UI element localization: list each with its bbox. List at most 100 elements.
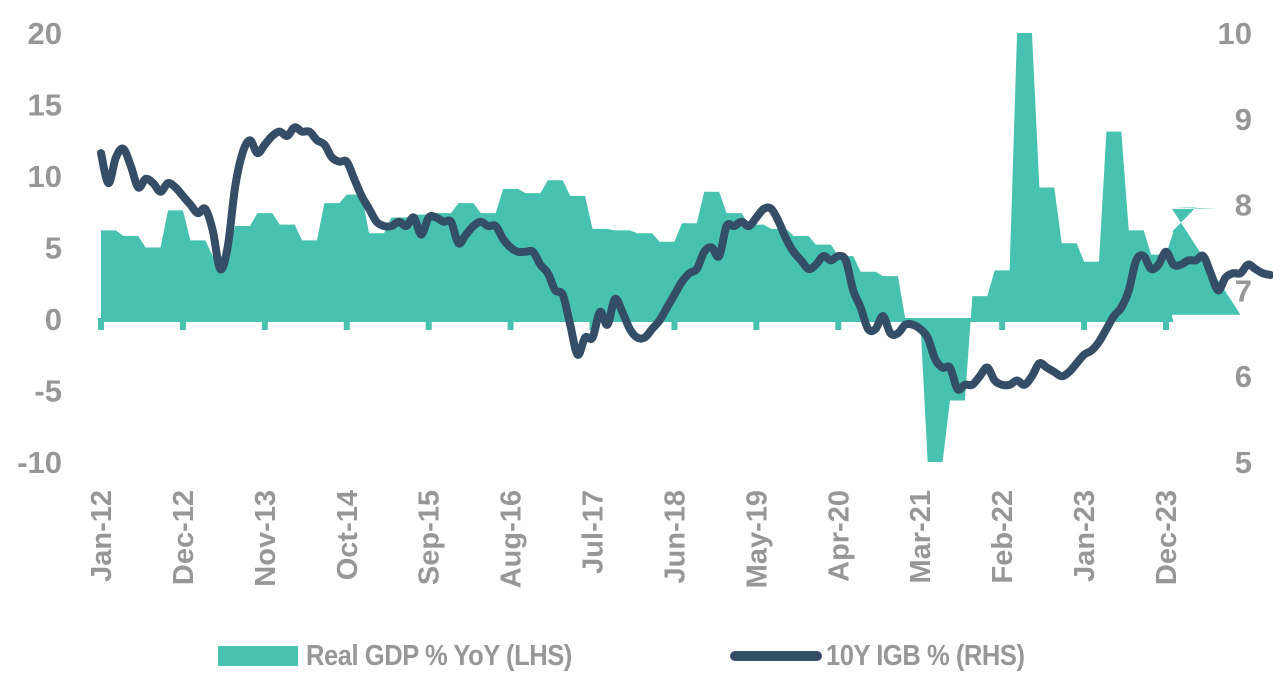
- igb-point: [746, 223, 752, 229]
- igb-point: [1178, 262, 1184, 268]
- igb-point: [768, 206, 774, 212]
- left-axis-ticks: 20 15 10 5 0 -5 -10: [17, 16, 62, 480]
- igb-point: [984, 365, 990, 371]
- igb-point: [269, 133, 275, 139]
- igb-point: [798, 257, 804, 263]
- gdp-quarter-mark: [1017, 33, 1039, 319]
- gdp-quarter-mark: [302, 240, 324, 319]
- igb-point: [426, 214, 432, 220]
- igb-point: [336, 159, 342, 165]
- gdp-quarter-mark: [1039, 187, 1061, 319]
- igb-point: [873, 326, 879, 332]
- legend-swatch-igb: [730, 651, 822, 661]
- igb-point: [180, 193, 186, 199]
- igb-point: [850, 287, 856, 293]
- gdp-quarter-mark: [280, 225, 302, 319]
- left-axis-tick-label: 5: [45, 231, 62, 266]
- igb-point: [604, 322, 610, 328]
- igb-point: [344, 159, 350, 165]
- igb-line: [97, 123, 1273, 394]
- igb-point: [1245, 262, 1251, 268]
- x-axis-tick-label: Mar-21: [905, 490, 937, 584]
- x-axis-tick-label: Nov-13: [250, 490, 282, 587]
- igb-point: [351, 176, 357, 182]
- igb-point: [820, 253, 826, 259]
- igb-point: [1223, 275, 1229, 281]
- igb-point: [1081, 352, 1087, 358]
- igb-point: [1118, 305, 1124, 311]
- igb-point: [657, 317, 663, 323]
- gdp-area: [101, 33, 1241, 462]
- igb-point: [1044, 365, 1050, 371]
- igb-point: [806, 266, 812, 272]
- igb-point: [619, 309, 625, 315]
- igb-point: [478, 219, 484, 225]
- igb-point: [1096, 339, 1102, 345]
- igb-point: [999, 382, 1005, 388]
- igb-point: [165, 180, 171, 186]
- chart-canvas: 20 15 10 5 0 -5 -10 10 9 8 7 6 5 Jan-12 Dec-12 Nov-13…: [17, 16, 1273, 588]
- igb-point: [396, 219, 402, 225]
- right-axis-tick-label: 8: [1235, 188, 1252, 223]
- igb-point: [314, 137, 320, 143]
- left-axis-tick-label: 10: [28, 159, 62, 194]
- igb-point: [307, 129, 313, 135]
- igb-point: [128, 163, 134, 169]
- left-axis-tick-label: 15: [28, 88, 62, 123]
- gdp-quarter-mark: [570, 196, 592, 319]
- right-axis-ticks: 10 9 8 7 6 5: [1218, 16, 1252, 480]
- igb-point: [932, 356, 938, 362]
- igb-point: [381, 223, 387, 229]
- x-axis-line: [98, 318, 1173, 322]
- gdp-quarter-mark: [146, 248, 168, 320]
- igb-point: [485, 223, 491, 229]
- igb-line-layer: [97, 123, 1273, 394]
- igb-point: [418, 232, 424, 238]
- igb-point: [1215, 287, 1221, 293]
- igb-point: [731, 223, 737, 229]
- igb-point: [1252, 266, 1258, 272]
- igb-point: [1014, 377, 1020, 383]
- igb-point: [701, 249, 707, 255]
- x-axis-tick-label: May-19: [741, 490, 773, 588]
- igb-point: [1170, 262, 1176, 268]
- igb-point: [321, 142, 327, 148]
- igb-point: [217, 266, 223, 272]
- igb-point: [172, 184, 178, 190]
- igb-point: [917, 326, 923, 332]
- igb-point: [299, 129, 305, 135]
- x-axis-tick-mark: [835, 319, 842, 330]
- x-axis-tick-mark: [179, 319, 186, 330]
- igb-point: [254, 150, 260, 156]
- left-axis-tick-label: 0: [45, 302, 62, 337]
- igb-point: [225, 245, 231, 251]
- igb-point: [411, 214, 417, 220]
- igb-point: [1133, 257, 1139, 263]
- igb-point: [143, 176, 149, 182]
- gdp-quarter-mark: [257, 213, 279, 319]
- igb-point: [887, 330, 893, 336]
- igb-point: [724, 223, 730, 229]
- igb-point: [962, 382, 968, 388]
- igb-point: [240, 150, 246, 156]
- igb-point: [694, 266, 700, 272]
- igb-point: [567, 322, 573, 328]
- igb-point: [187, 202, 193, 208]
- igb-point: [1066, 369, 1072, 375]
- gdp-quarter-mark: [1240, 315, 1262, 319]
- igb-point: [202, 206, 208, 212]
- right-axis-tick-label: 10: [1218, 16, 1252, 51]
- gdp-quarter-mark: [369, 233, 391, 319]
- x-axis-tick-mark: [343, 319, 350, 330]
- igb-point: [783, 236, 789, 242]
- x-axis-tick-mark: [261, 319, 268, 330]
- igb-point: [1156, 262, 1162, 268]
- gdp-quarter-mark: [123, 236, 145, 319]
- right-axis-tick-label: 7: [1235, 273, 1252, 308]
- igb-point: [448, 219, 454, 225]
- right-axis-tick-label: 9: [1235, 102, 1252, 137]
- igb-point: [761, 206, 767, 212]
- right-axis-tick-label: 5: [1235, 445, 1252, 480]
- x-axis-tick-mark: [1163, 319, 1169, 330]
- igb-point: [1200, 253, 1206, 259]
